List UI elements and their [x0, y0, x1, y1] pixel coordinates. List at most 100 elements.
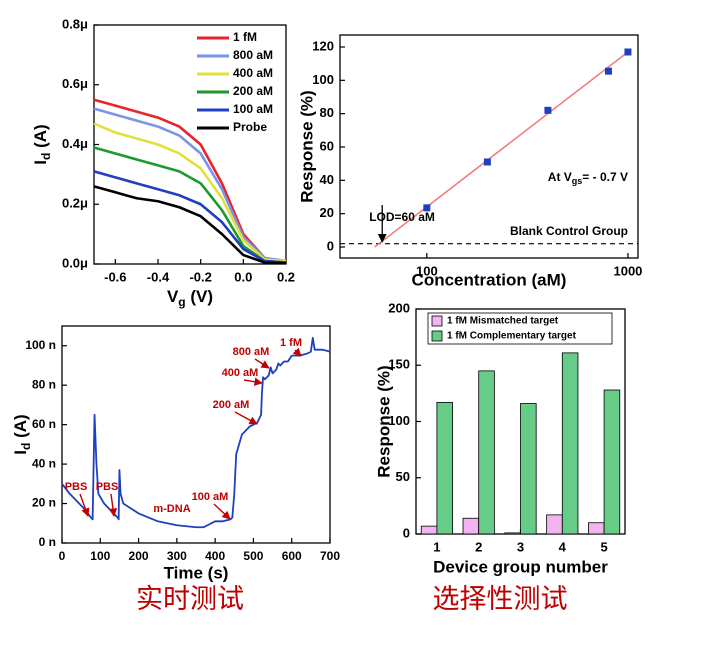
data-point	[604, 67, 612, 75]
label-part: d	[39, 153, 53, 160]
legend-box	[427, 312, 613, 345]
legend-label: 400 aM	[233, 66, 273, 80]
x-tick-label: -0.4	[147, 269, 170, 284]
annotation-arrow	[108, 493, 118, 517]
x-tick-label: 300	[167, 549, 187, 563]
x-tick-label: 2	[475, 539, 482, 554]
y-tick-label: 100	[388, 413, 410, 428]
x-tick-label: 500	[243, 549, 263, 563]
label-part: I	[11, 450, 30, 455]
x-tick-label: 5	[600, 539, 607, 554]
legend-label: 1 fM Complementary target	[447, 331, 577, 342]
bar	[603, 389, 621, 535]
fit-line	[374, 51, 629, 248]
data-point	[423, 204, 431, 212]
legend-label: Probe	[233, 120, 267, 134]
caption: 选择性测试	[433, 584, 568, 614]
label-part: (A)	[31, 124, 50, 152]
bar	[546, 514, 563, 535]
annotation: 1 fM	[280, 337, 302, 349]
legend-label: 1 fM	[233, 30, 257, 44]
x-tick-label: 200	[129, 549, 149, 563]
plot-frame	[61, 325, 331, 544]
legend-swatch	[431, 330, 443, 342]
data-point	[483, 158, 491, 166]
x-tick-label: 1	[433, 539, 440, 554]
bar	[520, 403, 537, 535]
baseline-label: Blank Control Group	[510, 224, 628, 238]
x-tick-label: 4	[559, 539, 567, 554]
x-axis-label: Device group number	[433, 557, 608, 576]
y-tick-label: 0	[403, 525, 410, 540]
annotation: PBS	[65, 481, 88, 493]
bar	[561, 352, 579, 535]
x-tick-label: 100	[416, 263, 438, 278]
y-tick-label: 60 n	[32, 417, 56, 431]
annotation: 200 aM	[213, 399, 250, 411]
x-tick-label: 100	[90, 549, 110, 563]
legend-label: 200 aM	[233, 84, 273, 98]
y-tick-label: 40	[320, 172, 334, 187]
annotation-arrow	[234, 411, 258, 425]
y-tick-label: 120	[312, 38, 334, 53]
x-tick-label: 0.0	[234, 269, 252, 284]
label-part: I	[31, 160, 50, 165]
y-axis-label: Id (A)	[11, 414, 33, 454]
x-axis-label: Time (s)	[164, 563, 229, 582]
y-tick-label: 200	[388, 300, 410, 315]
annotation-arrow	[254, 358, 270, 369]
data-point	[624, 48, 632, 56]
condition-label: At Vgs= - 0.7 V	[548, 170, 628, 186]
data-line	[61, 336, 331, 529]
annotation-arrow	[292, 347, 302, 357]
label-part: d	[19, 443, 33, 450]
label-part: (A)	[11, 414, 30, 442]
y-tick-label: 80 n	[32, 377, 56, 391]
data-point	[544, 106, 552, 114]
legend-swatch	[431, 315, 443, 327]
x-tick-label: 3	[517, 539, 524, 554]
y-tick-label: 0	[327, 238, 334, 253]
y-tick-label: 50	[396, 469, 410, 484]
y-tick-label: 0.6μ	[62, 76, 88, 91]
data-line	[93, 122, 287, 263]
bar	[588, 522, 605, 535]
y-tick-label: 0.8μ	[62, 16, 88, 31]
annotation: m-DNA	[153, 503, 190, 515]
y-tick-label: 20	[320, 205, 334, 220]
x-tick-label: 1000	[613, 263, 642, 278]
y-tick-label: 40 n	[32, 456, 56, 470]
y-tick-label: 0.2μ	[62, 196, 88, 211]
bar	[462, 517, 480, 535]
y-tick-label: 150	[388, 357, 410, 372]
y-tick-label: 0.4μ	[62, 136, 88, 151]
y-tick-label: 100 n	[25, 338, 56, 352]
data-line	[93, 185, 287, 265]
label-part: At V	[548, 170, 572, 184]
y-tick-label: 0 n	[39, 535, 56, 549]
x-tick-label: 400	[205, 549, 225, 563]
lod-label: LOD=60 aM	[369, 210, 435, 224]
y-axis-label: Response (%)	[297, 90, 316, 202]
x-axis-label: Concentration (aM)	[412, 270, 567, 289]
annotation-arrow	[243, 377, 263, 386]
legend-label: 100 aM	[233, 102, 273, 116]
annotation: 100 aM	[192, 491, 229, 503]
annotation-arrow	[213, 503, 231, 520]
label-part: = - 0.7 V	[582, 170, 628, 184]
label-part: V	[167, 287, 179, 306]
bar	[420, 525, 438, 535]
legend-label: 1 fM Mismatched target	[447, 316, 559, 327]
label-part: gs	[572, 176, 583, 186]
x-tick-label: 0	[59, 549, 66, 563]
data-line	[93, 146, 287, 264]
bar	[478, 370, 495, 535]
y-tick-label: 80	[320, 105, 334, 120]
bar	[504, 532, 521, 535]
x-tick-label: -0.2	[189, 269, 211, 284]
y-axis-label: Response (%)	[374, 365, 393, 477]
legend-label: 800 aM	[233, 48, 273, 62]
data-line	[93, 107, 287, 263]
y-tick-label: 20 n	[32, 496, 56, 510]
